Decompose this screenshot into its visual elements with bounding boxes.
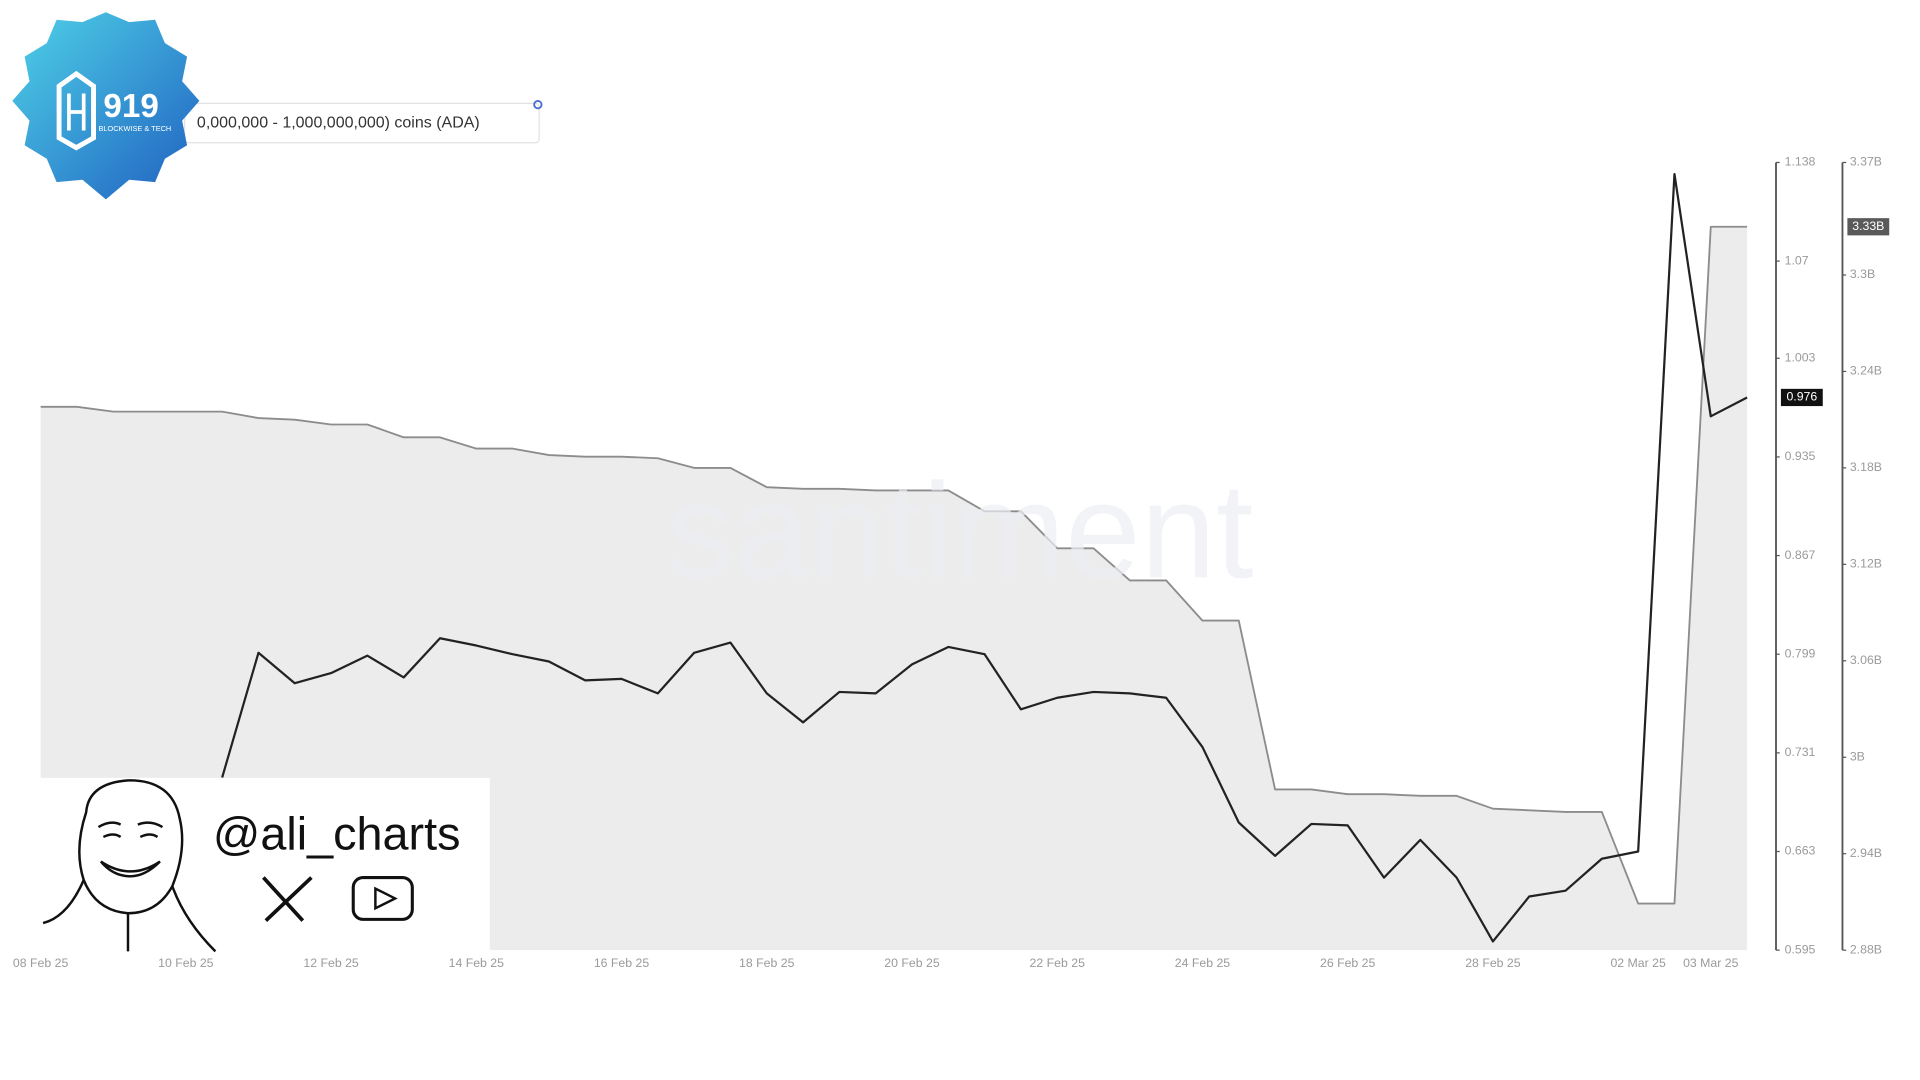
legend-settings[interactable] xyxy=(533,100,543,110)
x-tick-label: 14 Feb 25 xyxy=(449,956,505,970)
last-value-label: 0.976 xyxy=(1786,390,1817,404)
area-line xyxy=(40,225,1748,905)
y-tick-label: 0.799 xyxy=(1785,646,1816,660)
last-value-badge xyxy=(1847,218,1890,236)
x-tick-label: 02 Mar 25 xyxy=(1610,956,1666,970)
y2-tick-label: 3B xyxy=(1850,749,1865,763)
author-handle: @ali_charts xyxy=(213,807,461,859)
author-face xyxy=(42,779,217,953)
x-icon[interactable] xyxy=(262,876,313,922)
x-tick-label: 16 Feb 25 xyxy=(594,956,650,970)
y2-tick-label: 3.18B xyxy=(1850,460,1882,474)
last-value-badge xyxy=(1780,388,1823,407)
y-tick-label: 0.731 xyxy=(1785,745,1816,759)
x-tick-label: 20 Feb 25 xyxy=(884,956,940,970)
y-tick-label: 0.663 xyxy=(1785,844,1816,858)
plot-area: 0.595 0.663 0.731 0.799 0.867 0.935 1.003 1.07 1… xyxy=(13,155,1890,970)
logo: 919 BLOCKWISE & TECH xyxy=(12,12,200,200)
y2-tick-label: 2.88B xyxy=(1850,942,1882,956)
x-tick-label: 03 Mar 25 xyxy=(1683,956,1739,970)
logo-tagline: BLOCKWISE & TECH xyxy=(98,124,171,133)
watermark: santiment xyxy=(667,454,1254,606)
last-value-label: 3.33B xyxy=(1852,219,1884,233)
y-tick-label: 1.003 xyxy=(1785,351,1816,365)
x-tick-label: 12 Feb 25 xyxy=(303,956,359,970)
x-tick-label: 24 Feb 25 xyxy=(1175,956,1231,970)
legend: 0,000,000 - 1,000,000,000) coins (ADA) xyxy=(184,100,543,144)
legend-box xyxy=(184,102,540,144)
y-tick-label: 0.867 xyxy=(1785,548,1816,562)
y2-tick-label: 3.12B xyxy=(1850,557,1882,571)
x-tick-label: 22 Feb 25 xyxy=(1030,956,1086,970)
y2-tick-label: 2.94B xyxy=(1850,846,1882,860)
youtube-icon[interactable] xyxy=(351,876,414,921)
author-card: @ali_charts xyxy=(40,777,490,957)
y-tick-label: 1.07 xyxy=(1785,253,1809,267)
x-tick-label: 18 Feb 25 xyxy=(739,956,795,970)
x-tick-label: 28 Feb 25 xyxy=(1465,956,1521,970)
price-line xyxy=(221,172,1748,943)
author-card-bg xyxy=(40,777,490,957)
y-tick-label: 0.935 xyxy=(1785,449,1816,463)
logo-letters xyxy=(67,93,86,131)
logo-badge xyxy=(12,12,200,200)
logo-mark xyxy=(56,70,96,151)
y2-tick-label: 3.06B xyxy=(1850,653,1882,667)
legend-label: 0,000,000 - 1,000,000,000) coins (ADA) xyxy=(197,114,480,131)
area-fill xyxy=(40,226,1748,951)
y2-tick-label: 3.24B xyxy=(1850,364,1882,378)
x-tick-label: 08 Feb 25 xyxy=(13,956,69,970)
y2-tick-label: 3.3B xyxy=(1850,267,1875,281)
y-tick-label: 0.595 xyxy=(1785,942,1816,956)
y2-tick-label: 3.37B xyxy=(1850,155,1882,169)
logo-number: 919 xyxy=(103,88,158,125)
x-tick-label: 10 Feb 25 xyxy=(158,956,214,970)
y-tick-label: 1.138 xyxy=(1785,155,1816,169)
x-tick-label: 26 Feb 25 xyxy=(1320,956,1376,970)
